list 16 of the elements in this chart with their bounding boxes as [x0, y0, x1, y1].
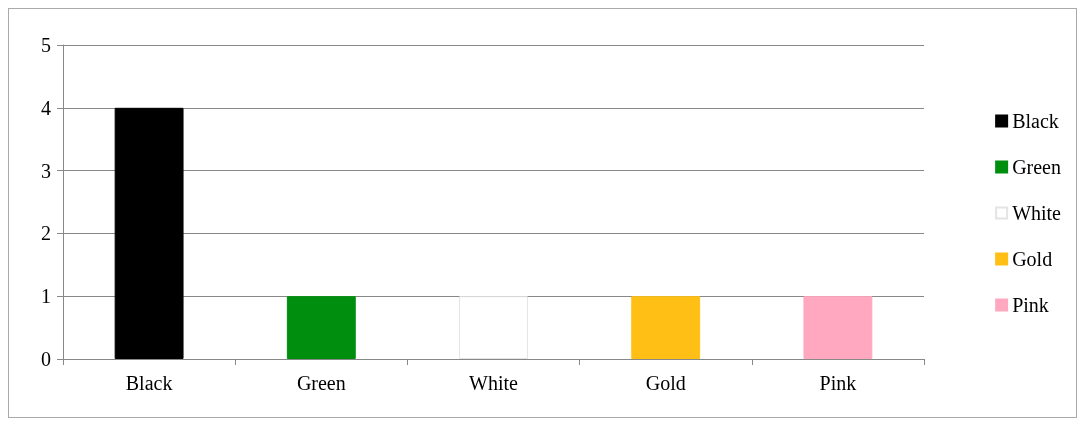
y-tick-label: 3: [41, 159, 51, 182]
y-tick-label: 0: [41, 348, 51, 370]
legend-label: White: [1012, 202, 1062, 224]
x-tick-label: Pink: [819, 372, 857, 394]
x-tick-label: Gold: [645, 372, 686, 394]
x-tick-label: Green: [296, 372, 346, 394]
legend-label: Pink: [1012, 294, 1049, 316]
legend-label: Green: [1012, 156, 1061, 178]
legend-label: Gold: [1012, 248, 1053, 270]
y-tick-label: 2: [41, 222, 51, 245]
y-tick-label: 4: [41, 96, 51, 119]
y-tick-label: 5: [41, 34, 51, 56]
x-tick-label: Black: [125, 372, 173, 394]
legend-label: Black: [1012, 110, 1059, 132]
x-tick-label: White: [469, 372, 519, 394]
y-tick-label: 1: [41, 285, 51, 308]
